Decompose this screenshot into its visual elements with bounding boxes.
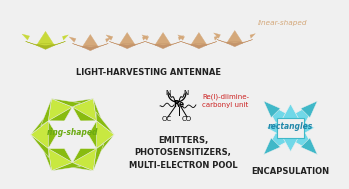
Polygon shape xyxy=(264,138,280,154)
Text: OC: OC xyxy=(162,116,172,122)
Polygon shape xyxy=(22,34,30,40)
Polygon shape xyxy=(250,34,255,38)
Polygon shape xyxy=(106,38,111,42)
Polygon shape xyxy=(267,119,282,136)
Polygon shape xyxy=(142,35,149,40)
Polygon shape xyxy=(41,99,52,126)
Polygon shape xyxy=(48,148,72,163)
Text: LIGHT-HARVESTING ANTENNAE: LIGHT-HARVESTING ANTENNAE xyxy=(76,68,221,77)
Polygon shape xyxy=(155,33,171,45)
Polygon shape xyxy=(191,33,207,45)
Polygon shape xyxy=(214,36,220,40)
Polygon shape xyxy=(64,163,93,171)
Text: CO: CO xyxy=(182,116,192,122)
Polygon shape xyxy=(299,119,314,136)
Polygon shape xyxy=(48,99,72,121)
Polygon shape xyxy=(119,45,135,49)
Text: linear-shaped: linear-shaped xyxy=(258,19,307,26)
Polygon shape xyxy=(227,43,243,47)
Polygon shape xyxy=(178,36,184,40)
Polygon shape xyxy=(142,36,148,40)
Polygon shape xyxy=(31,121,57,149)
Polygon shape xyxy=(96,135,114,158)
Polygon shape xyxy=(264,101,280,118)
Polygon shape xyxy=(31,135,49,158)
Polygon shape xyxy=(178,35,185,40)
Polygon shape xyxy=(290,128,317,154)
Text: EMITTERS,
PHOTOSENSITIZERS,
MULTI-ELECTRON POOL: EMITTERS, PHOTOSENSITIZERS, MULTI-ELECTR… xyxy=(129,136,237,170)
Polygon shape xyxy=(191,45,207,49)
Polygon shape xyxy=(264,128,290,154)
Polygon shape xyxy=(181,42,197,45)
Polygon shape xyxy=(282,136,299,152)
Polygon shape xyxy=(109,42,125,45)
Polygon shape xyxy=(301,138,317,154)
Bar xyxy=(277,118,304,138)
Polygon shape xyxy=(290,101,317,128)
Polygon shape xyxy=(48,121,57,149)
Text: ENCAPSULATION: ENCAPSULATION xyxy=(252,167,329,176)
Polygon shape xyxy=(52,163,81,171)
Polygon shape xyxy=(217,40,233,43)
Polygon shape xyxy=(82,47,98,51)
Polygon shape xyxy=(31,112,49,135)
Polygon shape xyxy=(72,99,97,121)
Polygon shape xyxy=(37,45,54,49)
Polygon shape xyxy=(301,101,317,118)
Polygon shape xyxy=(64,99,93,107)
Polygon shape xyxy=(106,35,113,40)
Polygon shape xyxy=(96,112,114,135)
Polygon shape xyxy=(277,118,304,138)
Polygon shape xyxy=(69,37,76,42)
Polygon shape xyxy=(201,42,217,45)
Polygon shape xyxy=(72,148,97,171)
Polygon shape xyxy=(47,41,65,45)
Text: rectangles: rectangles xyxy=(268,122,313,131)
Polygon shape xyxy=(72,148,97,163)
Polygon shape xyxy=(155,45,171,49)
Text: N: N xyxy=(165,90,171,96)
Polygon shape xyxy=(264,101,290,128)
Polygon shape xyxy=(82,35,98,47)
Polygon shape xyxy=(214,33,221,38)
Polygon shape xyxy=(282,104,299,119)
Polygon shape xyxy=(93,144,104,171)
Polygon shape xyxy=(62,35,68,40)
Text: N: N xyxy=(183,90,188,96)
Polygon shape xyxy=(72,107,97,121)
Text: Re(I)-diimine-
carbonyl unit: Re(I)-diimine- carbonyl unit xyxy=(202,94,249,108)
Polygon shape xyxy=(25,41,44,45)
Polygon shape xyxy=(145,42,161,45)
Text: ring-shaped: ring-shaped xyxy=(47,128,98,137)
Polygon shape xyxy=(88,121,114,149)
Polygon shape xyxy=(37,31,54,45)
Polygon shape xyxy=(88,121,97,149)
Polygon shape xyxy=(72,43,89,47)
Polygon shape xyxy=(129,42,145,45)
Polygon shape xyxy=(52,99,81,107)
Polygon shape xyxy=(237,40,253,43)
Polygon shape xyxy=(93,99,104,126)
Polygon shape xyxy=(48,107,72,121)
Polygon shape xyxy=(227,31,243,43)
Polygon shape xyxy=(165,42,181,45)
Polygon shape xyxy=(41,144,52,171)
Polygon shape xyxy=(48,148,72,171)
Polygon shape xyxy=(59,120,86,150)
Text: Re: Re xyxy=(173,100,185,109)
Polygon shape xyxy=(92,43,108,47)
Polygon shape xyxy=(119,33,135,45)
